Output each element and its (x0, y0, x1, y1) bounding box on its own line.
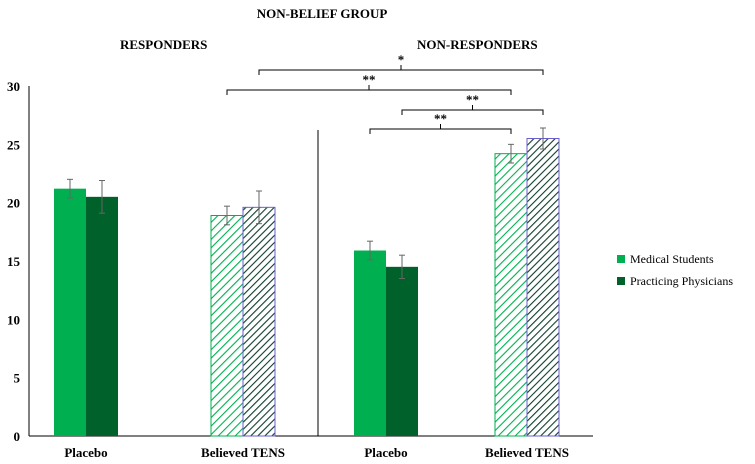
legend-swatch-medical-students (617, 255, 625, 263)
significance-label: ** (363, 72, 376, 87)
significance-label: ** (434, 111, 447, 126)
y-tick-label: 30 (7, 79, 20, 94)
x-tick-label: Placebo (364, 445, 407, 460)
bar (354, 250, 386, 436)
bar (210, 215, 244, 437)
bar (54, 188, 86, 436)
significance-bracket (401, 109, 544, 115)
bar (386, 266, 418, 436)
significance-label: ** (466, 92, 479, 107)
bar (526, 138, 560, 437)
legend-label-medical-students: Medical Students (630, 252, 714, 266)
y-tick-label: 20 (7, 196, 20, 211)
group-label-responders: RESPONDERS (120, 37, 208, 52)
y-tick-label: 25 (7, 137, 21, 152)
significance-bracket (258, 69, 544, 75)
significance-label: * (398, 52, 405, 67)
y-tick-label: 10 (7, 312, 20, 327)
legend-item-medical-students: Medical Students (617, 252, 714, 267)
legend-swatch-practicing-physicians (617, 277, 625, 285)
x-tick-label: Believed TENS (201, 445, 285, 460)
bar (86, 196, 118, 436)
bar (242, 206, 276, 437)
group-label-non-responders: NON-RESPONDERS (417, 37, 538, 52)
x-tick-label: Believed TENS (485, 445, 569, 460)
legend-item-practicing-physicians: Practicing Physicians (617, 274, 733, 289)
chart-title: NON-BELIEF GROUP (256, 6, 388, 21)
legend-label-practicing-physicians: Practicing Physicians (630, 274, 733, 288)
y-tick-label: 0 (14, 429, 21, 444)
y-tick-label: 15 (7, 254, 21, 269)
bar (494, 153, 528, 437)
x-tick-label: Placebo (64, 445, 107, 460)
y-tick-label: 5 (14, 371, 21, 386)
significance-bracket (369, 128, 512, 134)
